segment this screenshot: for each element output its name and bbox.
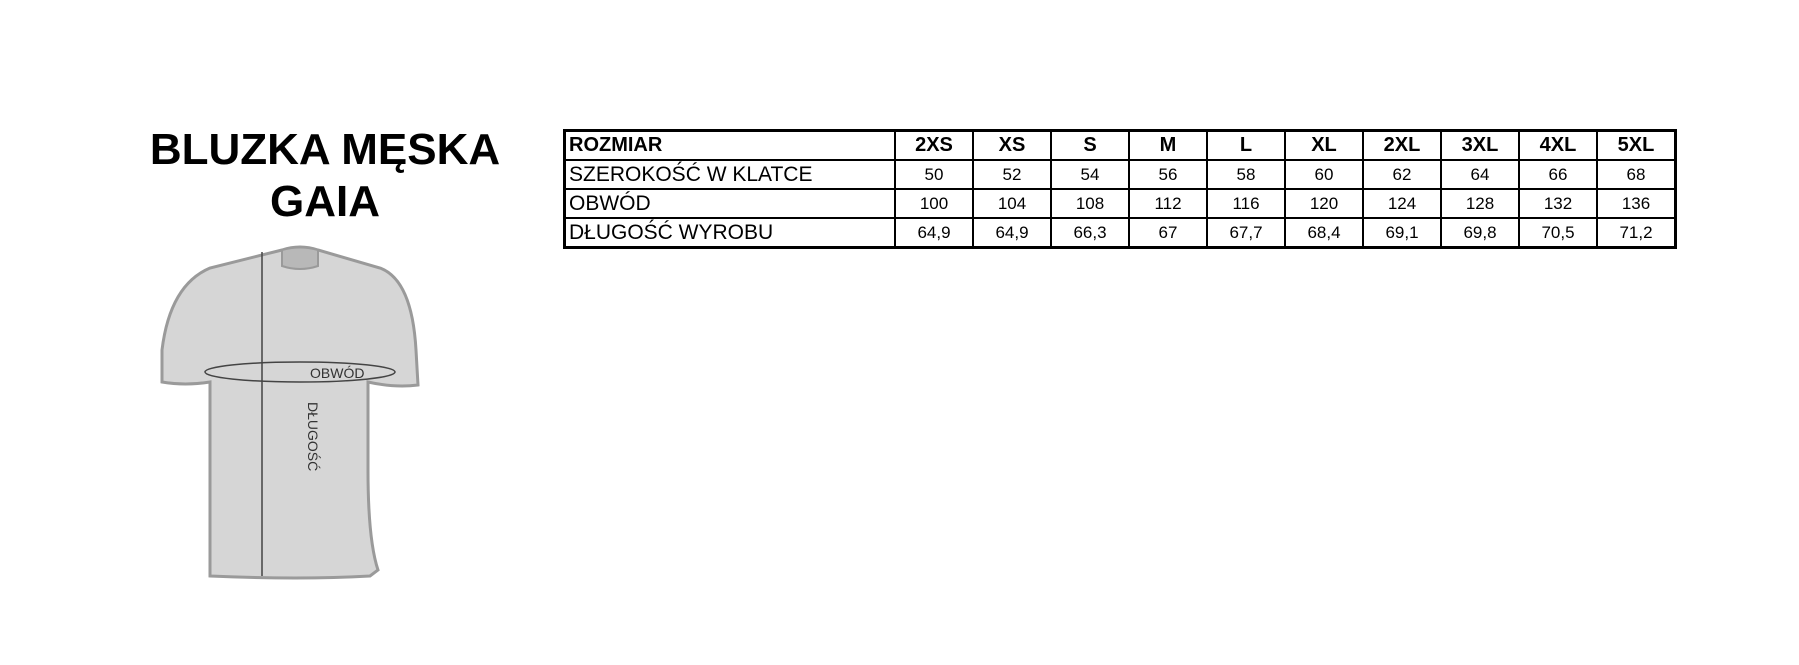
size-header: 2XS [894,129,974,161]
size-header: XS [972,129,1052,161]
size-header: 4XL [1518,129,1598,161]
title-line-2: GAIA [270,177,380,226]
table-cell: 66 [1518,159,1598,190]
table-cell: 56 [1128,159,1208,190]
table-cell: 50 [894,159,974,190]
shirt-body [160,245,420,580]
table-cell: 120 [1284,188,1364,219]
table-header-row: ROZMIAR 2XS XS S M L XL 2XL 3XL 4XL 5XL [563,129,1677,161]
table-cell: 116 [1206,188,1286,219]
table-cell: 71,2 [1596,217,1677,249]
size-header: L [1206,129,1286,161]
table-cell: 136 [1596,188,1677,219]
table-cell: 68,4 [1284,217,1364,249]
girth-label: OBWÓD [310,365,364,381]
size-header: XL [1284,129,1364,161]
table-row: DŁUGOŚĆ WYROBU 64,9 64,9 66,3 67 67,7 68,4 69,1… [563,217,1677,249]
size-header: M [1128,129,1208,161]
size-header: S [1050,129,1130,161]
table-cell: 58 [1206,159,1286,190]
table-cell: 64 [1440,159,1520,190]
shirt-diagram: OBWÓD DŁUGOŚĆ [160,245,420,580]
row-label: DŁUGOŚĆ WYROBU [563,217,896,249]
table-cell: 52 [972,159,1052,190]
table-cell: 67,7 [1206,217,1286,249]
table-cell: 100 [894,188,974,219]
table-cell: 124 [1362,188,1442,219]
table-row: SZEROKOŚĆ W KLATCE 50 52 54 56 58 60 62 64 66 68 [563,159,1677,190]
table-cell: 132 [1518,188,1598,219]
table-cell: 69,8 [1440,217,1520,249]
table-cell: 67 [1128,217,1208,249]
table-cell: 128 [1440,188,1520,219]
table-cell: 70,5 [1518,217,1598,249]
size-table: ROZMIAR 2XS XS S M L XL 2XL 3XL 4XL 5XL … [563,129,1677,249]
size-header: 3XL [1440,129,1520,161]
table-cell: 108 [1050,188,1130,219]
row-label: SZEROKOŚĆ W KLATCE [563,159,896,190]
table-cell: 66,3 [1050,217,1130,249]
table-cell: 62 [1362,159,1442,190]
product-title: BLUZKA MĘSKA GAIA [125,124,525,228]
table-cell: 64,9 [894,217,974,249]
row-label: OBWÓD [563,188,896,219]
table-cell: 54 [1050,159,1130,190]
size-header: 2XL [1362,129,1442,161]
table-cell: 112 [1128,188,1208,219]
table-row: OBWÓD 100 104 108 112 116 120 124 128 132 136 [563,188,1677,219]
table-cell: 64,9 [972,217,1052,249]
length-label: DŁUGOŚĆ [305,402,322,471]
table-cell: 104 [972,188,1052,219]
header-label: ROZMIAR [563,129,896,161]
table-cell: 69,1 [1362,217,1442,249]
size-header: 5XL [1596,129,1677,161]
title-line-1: BLUZKA MĘSKA [149,125,501,174]
table-cell: 60 [1284,159,1364,190]
table-cell: 68 [1596,159,1677,190]
